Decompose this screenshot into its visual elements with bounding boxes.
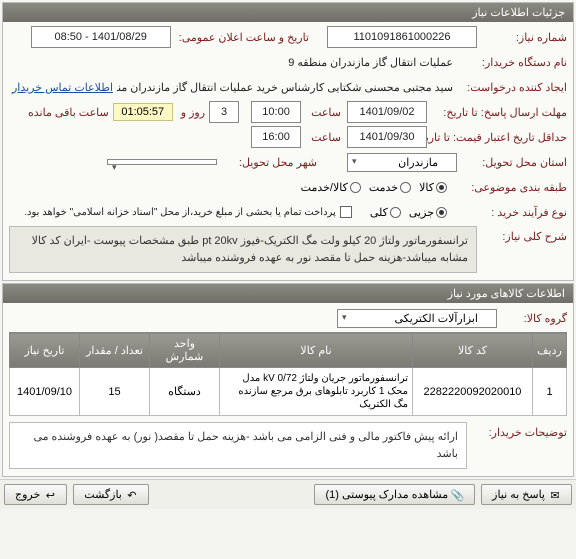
- city-label: شهر محل تحویل:: [217, 156, 317, 169]
- col-idx: ردیف: [533, 333, 567, 368]
- remain-label: ساعت باقی مانده: [24, 106, 109, 119]
- buyer-note: ارائه پیش فاکتور مالی و فنی الزامی می با…: [9, 422, 467, 469]
- exit-label: خروج: [15, 488, 40, 501]
- radio-partial-label: جزیی: [409, 206, 434, 219]
- buytype-radios: جزیی کلی: [370, 206, 447, 219]
- radio-service[interactable]: [400, 182, 411, 193]
- need-no-label: شماره نیاز:: [477, 31, 567, 44]
- classify-label: طبقه بندی موضوعی:: [447, 181, 567, 194]
- col-qty: تعداد / مقدار: [80, 333, 150, 368]
- col-unit: واحد شمارش: [150, 333, 220, 368]
- table-row[interactable]: 1 2282220092020010 ترانسفورماتور جریان و…: [10, 368, 567, 416]
- reply-label: پاسخ به نیاز: [492, 488, 545, 501]
- details-body: شماره نیاز: 1101091861000226 تاریخ و ساع…: [3, 22, 573, 280]
- buytype-label: نوع فرآیند خرید :: [447, 206, 567, 219]
- deadline-label: مهلت ارسال پاسخ: تا تاریخ:: [427, 106, 567, 119]
- attachments-button[interactable]: 📎 مشاهده مدارک پیوستی (1): [314, 484, 475, 505]
- back-button[interactable]: ↶ بازگشت: [73, 484, 149, 505]
- main-desc-label: شرح کلی نیاز:: [477, 226, 567, 243]
- deadline-time: 10:00: [251, 101, 301, 123]
- radio-full-label: کلی: [370, 206, 388, 219]
- cell-unit: دستگاه: [150, 368, 220, 416]
- table-header-row: ردیف کد کالا نام کالا واحد شمارش تعداد /…: [10, 333, 567, 368]
- validity-date: 1401/09/30: [347, 126, 427, 148]
- back-icon: ↶: [126, 489, 138, 501]
- buyer-value: عملیات انتقال گاز مازندران منطقه 9: [9, 56, 457, 69]
- reply-button[interactable]: ✉ پاسخ به نیاز: [481, 484, 572, 505]
- goods-panel: اطلاعات کالاهای مورد نیاز گروه کالا: ابز…: [2, 283, 574, 477]
- province-label: استان محل تحویل:: [457, 156, 567, 169]
- need-no-value: 1101091861000226: [327, 26, 477, 48]
- radio-goods[interactable]: [436, 182, 447, 193]
- city-dropdown[interactable]: [107, 159, 217, 165]
- col-date: تاریخ نیاز: [10, 333, 80, 368]
- cell-idx: 1: [533, 368, 567, 416]
- days-value: 3: [209, 101, 239, 123]
- province-dropdown[interactable]: مازندران: [347, 153, 457, 172]
- cell-code: 2282220092020010: [413, 368, 533, 416]
- radio-service-label: خدمت: [369, 181, 398, 194]
- remain-time: 01:05:57: [113, 103, 173, 121]
- radio-goods-label: کالا: [419, 181, 434, 194]
- cell-date: 1401/09/10: [10, 368, 80, 416]
- days-label: روز و: [177, 106, 205, 119]
- exit-icon: ↩: [44, 489, 56, 501]
- buyer-label: نام دستگاه خریدار:: [457, 56, 567, 69]
- attachments-label: مشاهده مدارک پیوستی (1): [325, 488, 448, 501]
- back-label: بازگشت: [84, 488, 122, 501]
- requester-value: سید مجتبی محسنی شکتایی کارشناس خرید عملی…: [117, 81, 457, 94]
- radio-both-label: کالا/خدمت: [301, 181, 348, 194]
- attachment-icon: 📎: [452, 489, 464, 501]
- payment-note: پرداخت تمام یا بخشی از مبلغ خرید،از محل …: [9, 207, 340, 218]
- exit-button[interactable]: ↩ خروج: [4, 484, 67, 505]
- announce-label: تاریخ و ساعت اعلان عمومی:: [175, 31, 309, 44]
- footer-spacer: [155, 484, 309, 505]
- goods-group-label: گروه کالا:: [497, 312, 567, 325]
- treasury-checkbox[interactable]: [340, 206, 352, 218]
- validity-time: 16:00: [251, 126, 301, 148]
- contact-link[interactable]: اطلاعات تماس خریدار: [12, 81, 113, 94]
- classify-radios: کالا خدمت کالا/خدمت: [301, 181, 447, 194]
- col-code: کد کالا: [413, 333, 533, 368]
- validity-time-label: ساعت: [307, 131, 341, 144]
- radio-both[interactable]: [350, 182, 361, 193]
- goods-table: ردیف کد کالا نام کالا واحد شمارش تعداد /…: [9, 332, 567, 416]
- details-header: جزئیات اطلاعات نیاز: [3, 3, 573, 22]
- cell-name: ترانسفورماتور جریان ولتاژ kV 0/72 مدل مح…: [220, 368, 413, 416]
- radio-partial[interactable]: [436, 207, 447, 218]
- footer-bar: ✉ پاسخ به نیاز 📎 مشاهده مدارک پیوستی (1)…: [0, 479, 576, 509]
- requester-label: ایجاد کننده درخواست:: [457, 81, 567, 94]
- reply-icon: ✉: [549, 489, 561, 501]
- cell-qty: 15: [80, 368, 150, 416]
- goods-header: اطلاعات کالاهای مورد نیاز: [3, 284, 573, 303]
- deadline-time-label: ساعت: [307, 106, 341, 119]
- goods-body: گروه کالا: ابزارآلات الکتریکی ردیف کد کا…: [3, 303, 573, 476]
- radio-full[interactable]: [390, 207, 401, 218]
- validity-label: حداقل تاریخ اعتبار قیمت: تا تاریخ:: [427, 131, 567, 144]
- details-panel: جزئیات اطلاعات نیاز شماره نیاز: 11010918…: [2, 2, 574, 281]
- buyer-note-label: توضیحات خریدار:: [467, 422, 567, 439]
- goods-group-dropdown[interactable]: ابزارآلات الکتریکی: [337, 309, 497, 328]
- main-desc: ترانسفورماتور ولتاژ 20 کیلو ولت مگ الکتر…: [9, 226, 477, 273]
- deadline-date: 1401/09/02: [347, 101, 427, 123]
- announce-value: 1401/08/29 - 08:50: [31, 26, 171, 48]
- col-name: نام کالا: [220, 333, 413, 368]
